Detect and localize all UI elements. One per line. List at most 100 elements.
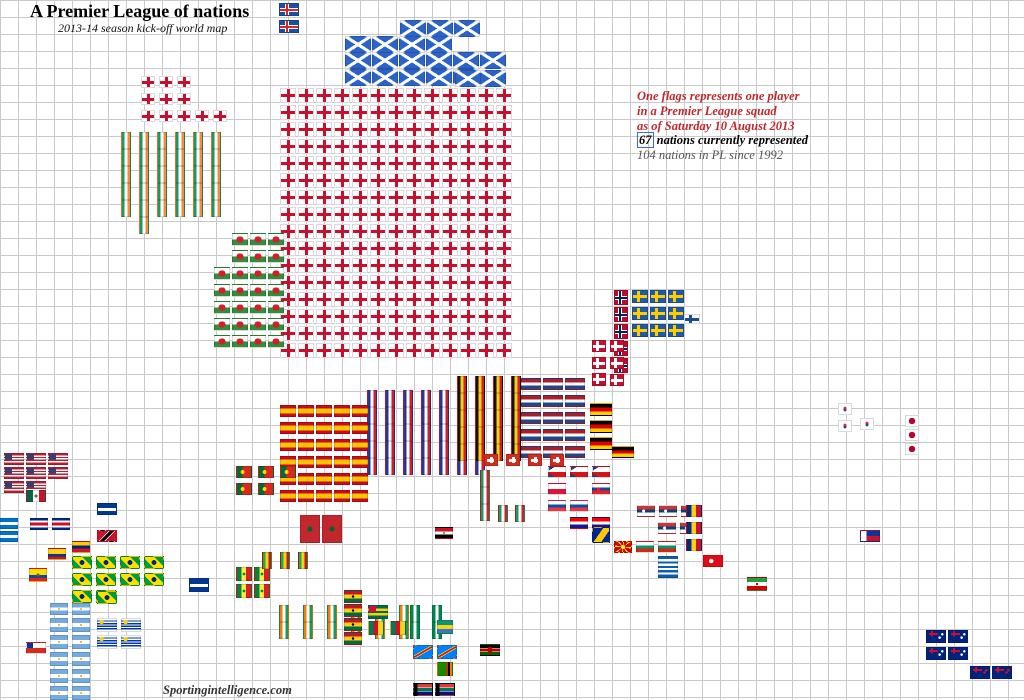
- england-flag-icon: [280, 173, 296, 188]
- england-flag-icon: [370, 139, 386, 154]
- wales-flag-icon: [232, 284, 248, 297]
- belgium-flag-icon: [493, 393, 503, 410]
- england-flag-icon: [316, 309, 332, 324]
- wales-flag-icon: [232, 335, 248, 348]
- england-flag-icon: [478, 173, 494, 188]
- italy-flag-icon: [515, 505, 525, 522]
- netherlands-flag-icon: [521, 429, 541, 441]
- note-line-3: as of Saturday 10 August 2013: [637, 119, 795, 133]
- england-flag-icon: [388, 139, 404, 154]
- denmark-flag-icon: [610, 374, 624, 386]
- england-flag-icon: [478, 326, 494, 341]
- spain-flag-icon: [334, 456, 350, 468]
- northern-ireland-flag-icon: [213, 110, 227, 122]
- italy-flag-icon: [498, 505, 508, 522]
- ireland-flag-icon: [139, 149, 149, 166]
- trinidad-flag-icon: [97, 530, 117, 542]
- england-flag-icon: [496, 309, 512, 324]
- england-flag-icon: [334, 156, 350, 171]
- england-flag-icon: [460, 139, 476, 154]
- england-flag-icon: [424, 309, 440, 324]
- nations-count[interactable]: 67: [637, 132, 654, 148]
- england-flag-icon: [316, 275, 332, 290]
- england-flag-icon: [460, 88, 476, 103]
- england-flag-icon: [370, 258, 386, 273]
- england-flag-icon: [460, 224, 476, 239]
- england-flag-icon: [388, 326, 404, 341]
- england-flag-icon: [406, 258, 422, 273]
- netherlands-flag-icon: [565, 412, 585, 424]
- spain-flag-icon: [280, 490, 296, 502]
- england-flag-icon: [316, 88, 332, 103]
- england-flag-icon: [478, 258, 494, 273]
- germany-flag-icon: [590, 403, 612, 416]
- switzerland-flag-icon: [506, 454, 520, 466]
- england-flag-icon: [316, 326, 332, 341]
- belgium-flag-icon: [475, 376, 485, 393]
- england-flag-icon: [496, 326, 512, 341]
- finland-flag-icon: [684, 314, 700, 324]
- ireland-flag-icon: [139, 183, 149, 200]
- australia-flag-icon: [948, 647, 968, 660]
- argentina-flag-icon: [50, 669, 68, 683]
- northern-ireland-flag-icon: [159, 76, 173, 88]
- wales-flag-icon: [232, 267, 248, 280]
- brazil-flag-icon: [144, 556, 164, 569]
- england-flag-icon: [352, 309, 368, 324]
- brazil-flag-icon: [72, 573, 92, 586]
- iceland-flag-icon: [279, 20, 299, 33]
- england-flag-icon: [280, 275, 296, 290]
- england-flag-icon: [316, 173, 332, 188]
- ireland-flag-icon: [121, 200, 131, 217]
- scotland-flag-icon: [480, 70, 506, 87]
- switzerland-flag-icon: [550, 454, 564, 466]
- england-flag-icon: [460, 292, 476, 307]
- france-flag-icon: [421, 424, 431, 441]
- ireland-flag-icon: [157, 183, 167, 200]
- england-flag-icon: [442, 139, 458, 154]
- croatia-flag-icon: [570, 517, 588, 529]
- belgium-flag-icon: [475, 444, 485, 461]
- cape-verde-flag-icon: [97, 503, 117, 515]
- argentina-flag-icon: [72, 603, 90, 615]
- england-flag-icon: [370, 343, 386, 358]
- wales-flag-icon: [268, 335, 284, 348]
- england-flag-icon: [334, 241, 350, 256]
- spain-flag-icon: [316, 490, 332, 502]
- france-flag-icon: [439, 390, 449, 407]
- denmark-flag-icon: [592, 373, 606, 385]
- england-flag-icon: [406, 156, 422, 171]
- england-flag-icon: [280, 309, 296, 324]
- note-line-5: 104 nations in PL since 1992: [637, 148, 783, 162]
- england-flag-icon: [370, 105, 386, 120]
- netherlands-flag-icon: [521, 395, 541, 407]
- sweden-flag-icon: [650, 324, 666, 337]
- england-flag-icon: [370, 224, 386, 239]
- south-korea-flag-icon: [838, 420, 852, 432]
- new-zealand-flag-icon: [970, 666, 990, 679]
- ireland-flag-icon: [193, 200, 203, 217]
- scotland-flag-icon: [345, 36, 371, 53]
- england-flag-icon: [424, 224, 440, 239]
- italy-flag-icon: [480, 504, 490, 521]
- england-flag-icon: [280, 88, 296, 103]
- mexico-flag-icon: [26, 490, 46, 502]
- england-flag-icon: [352, 275, 368, 290]
- ireland-flag-icon: [193, 166, 203, 183]
- england-flag-icon: [406, 343, 422, 358]
- england-flag-icon: [370, 156, 386, 171]
- wales-flag-icon: [268, 267, 284, 280]
- cameroon-flag-icon: [390, 621, 406, 635]
- england-flag-icon: [442, 326, 458, 341]
- england-flag-icon: [460, 122, 476, 137]
- portugal-flag-icon: [236, 483, 252, 495]
- ivory-coast-flag-icon: [303, 605, 313, 622]
- spain-flag-icon: [298, 456, 314, 468]
- france-flag-icon: [439, 458, 449, 475]
- england-flag-icon: [298, 292, 314, 307]
- england-flag-icon: [478, 343, 494, 358]
- czech-flag-icon: [570, 466, 588, 478]
- belgium-flag-icon: [457, 376, 467, 393]
- england-flag-icon: [424, 343, 440, 358]
- england-flag-icon: [478, 309, 494, 324]
